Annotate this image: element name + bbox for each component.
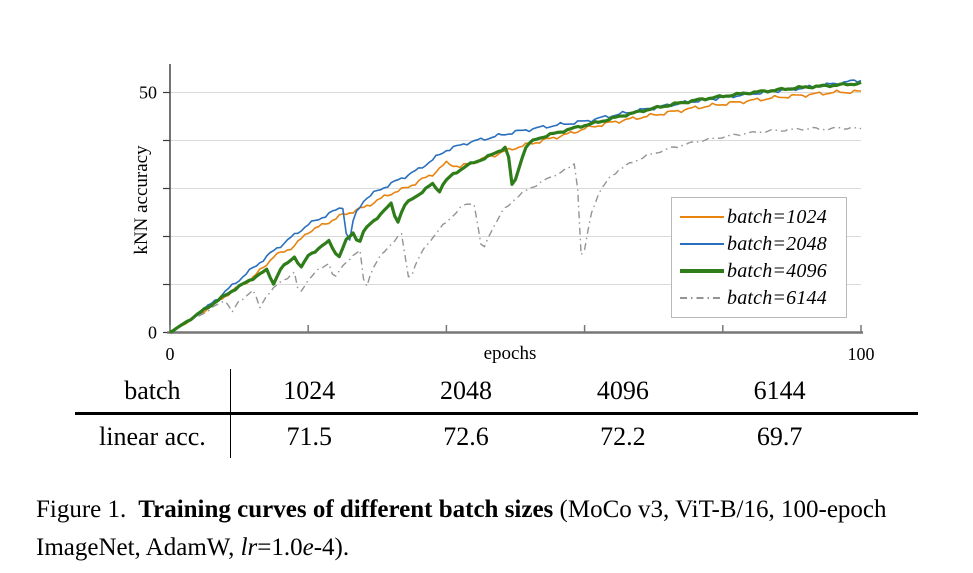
legend-label: batch=4096 [727,260,827,283]
legend-entry-batch-1024: batch=1024 [679,203,842,230]
caption-title: Training curves of different batch sizes [138,496,554,523]
table-spacer-cell [858,369,918,415]
caption-detail: (MoCo v3, ViT-B/16, 100-epoch ImageNet, … [36,496,887,561]
series-line-batch-6144 [169,126,862,334]
x-tick-label-100: 100 [848,344,875,364]
legend-label: batch=2048 [727,232,827,255]
table-cell-batch-4096: 4096 [544,369,702,415]
caption-e: e [302,534,314,561]
table-cell-batch-6144: 6144 [701,369,859,415]
caption-tail: -4). [313,534,350,561]
chart-legend: batch=1024 batch=2048 batch=4096 batch=6144 [671,197,847,318]
series-line-batch-1024 [169,89,862,334]
caption-lr: lr [240,534,258,561]
legend-entry-batch-4096: batch=4096 [679,258,842,285]
legend-line-sample [680,242,724,245]
x-tick-label-0: 0 [166,344,175,364]
training-curves-chart: 0 50 0 100 epochs kNN accuracy batch=1024 batc… [131,64,875,364]
y-tick-label-50: 50 [139,83,157,103]
x-axis-label: epochs [484,343,537,364]
table-cell-acc-1024: 71.5 [286,421,332,451]
table-cell-acc-6144: 69.7 [756,421,803,451]
legend-line-sample [680,297,724,300]
table-cell-batch-label: batch [75,369,231,415]
legend-label: batch=1024 [727,205,827,228]
table-cell-batch-1024: 1024 [230,369,388,415]
table-cell-acc-2048: 72.6 [443,421,489,451]
table-values-row: linear acc. 71.5 72.6 72.2 69.7 [75,413,918,459]
legend-entry-batch-2048: batch=2048 [679,230,842,257]
caption-eq: =1.0 [257,534,303,561]
legend-label: batch=6144 [727,287,827,310]
table-spacer-cell [858,414,918,459]
figure-number: Figure 1. [36,496,127,523]
legend-line-sample [680,269,724,274]
batch-accuracy-table: batch 1024 2048 4096 6144 linear acc. 71… [75,369,918,458]
legend-line-sample [680,215,724,218]
table-cell-linear-acc-label: linear acc. [75,413,231,458]
table-cell-acc-4096: 72.2 [600,421,646,451]
chart-canvas: 0 50 0 100 epochs kNN accuracy [131,64,875,364]
y-axis-label: kNN accuracy [131,145,152,255]
table-cell-batch-2048: 2048 [387,369,545,415]
figure-caption: Figure 1. Training curves of different ba… [36,491,942,567]
y-tick-label-0: 0 [148,323,157,343]
series-line-batch-4096 [169,80,862,334]
legend-entry-batch-6144: batch=6144 [679,285,842,312]
table-header-row: batch 1024 2048 4096 6144 [75,369,918,415]
